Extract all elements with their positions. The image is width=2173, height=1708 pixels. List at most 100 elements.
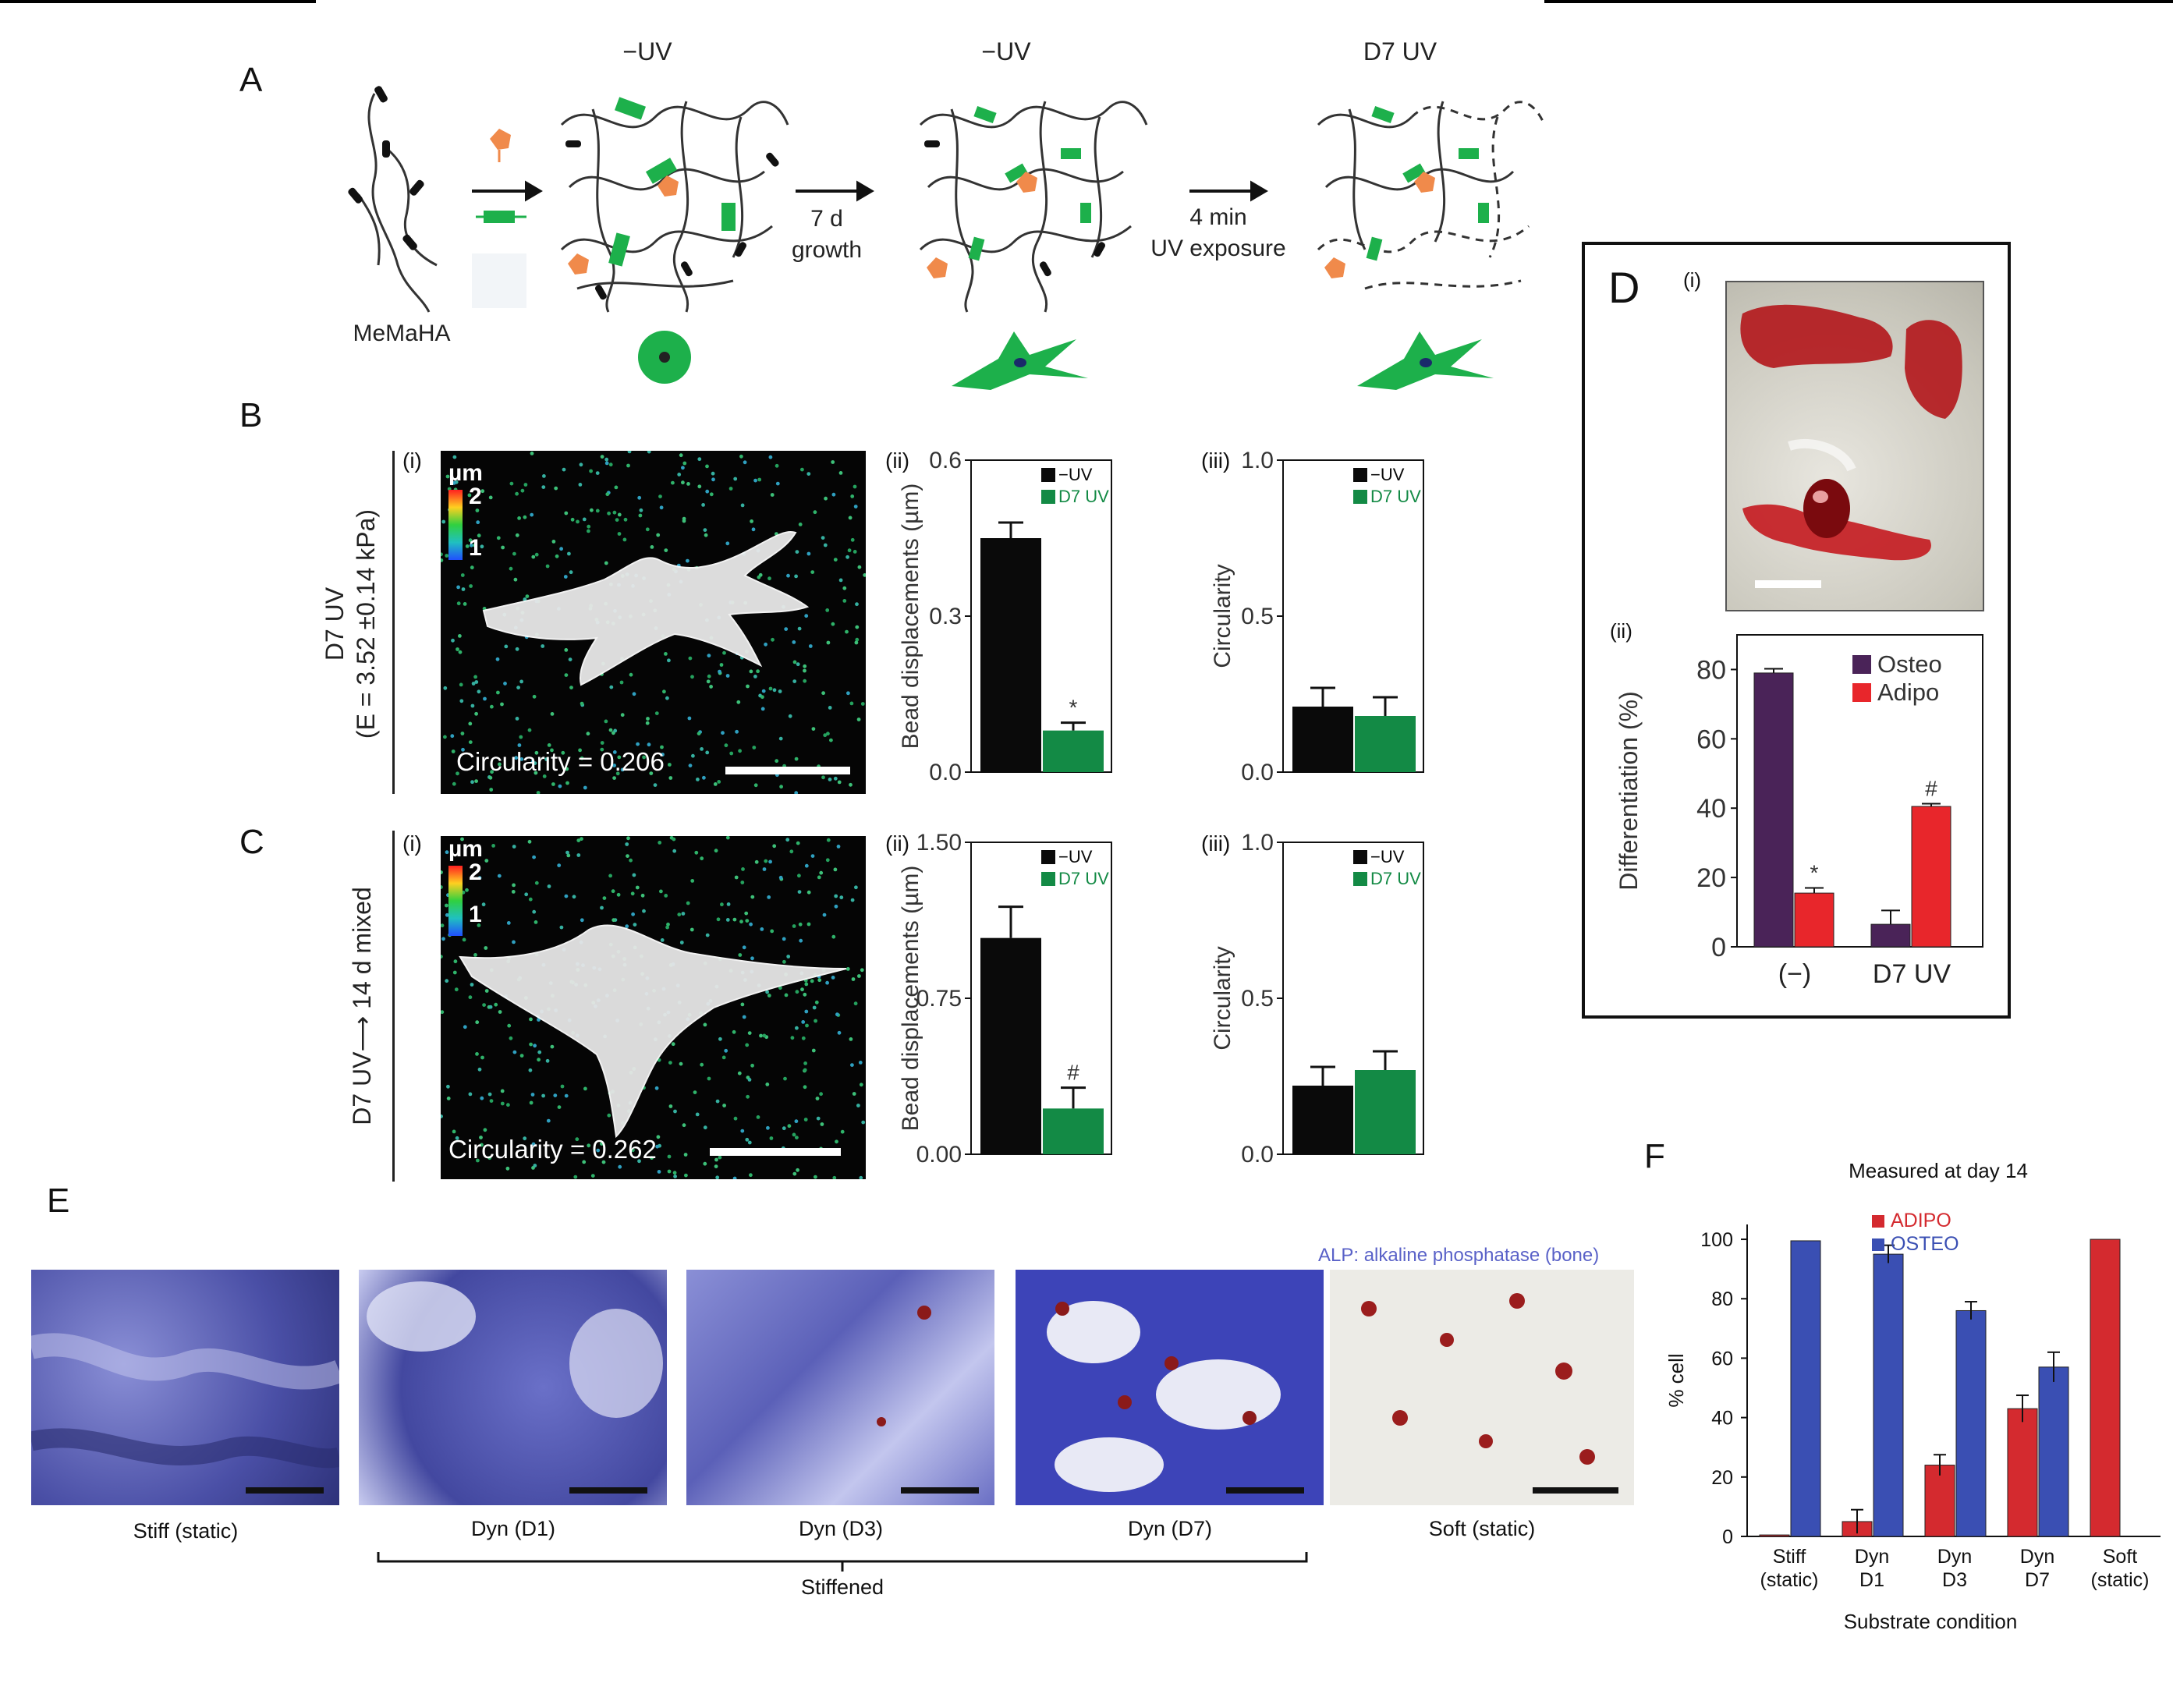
bead-dot	[679, 1061, 683, 1066]
bead-dot	[784, 627, 789, 631]
bead-dot	[661, 753, 665, 757]
bead-dot	[500, 1101, 505, 1106]
bead-dot	[530, 1093, 535, 1097]
bead-dot	[668, 776, 673, 780]
bead-dot	[750, 956, 754, 961]
bead-dot	[740, 881, 745, 884]
bead-dot	[570, 517, 575, 522]
bead-dot	[608, 873, 612, 878]
significance-marker: #	[1067, 1061, 1079, 1085]
bar-no-uv	[1292, 1086, 1353, 1154]
bead-dot	[537, 1058, 541, 1062]
y-tick-label: 0.0	[1241, 1142, 1274, 1168]
bead-dot	[504, 644, 509, 649]
bead-dot	[700, 747, 704, 751]
bead-dot	[452, 1129, 456, 1134]
bead-dot	[576, 853, 581, 857]
bead-dot	[718, 669, 721, 674]
bead-dot	[546, 1118, 551, 1123]
bead-dot	[739, 920, 743, 924]
bead-dot	[672, 837, 676, 842]
bead-dot	[550, 1044, 555, 1049]
bead-dot	[541, 644, 545, 648]
bead-dot	[799, 938, 803, 943]
bead-dot	[654, 1086, 659, 1090]
bead-dot	[604, 561, 608, 565]
bead-dot	[637, 495, 642, 500]
y-tick-label: 80	[1711, 1288, 1733, 1310]
bead-dot	[803, 1061, 807, 1065]
bead-dot	[765, 1083, 770, 1086]
bead-dot	[703, 1125, 707, 1130]
bead-dot	[450, 734, 455, 739]
bead-dot	[707, 1076, 711, 1081]
bead-dot	[619, 680, 624, 685]
bead-dot	[445, 474, 450, 479]
header-no-uv-2: −UV	[981, 37, 1031, 66]
e-caption-soft: Soft (static)	[1428, 1517, 1536, 1540]
bead-dot	[860, 968, 864, 973]
panel-c-side-title: D7 UV⟶ 14 d mixed	[348, 887, 376, 1125]
legend-swatch	[1872, 1238, 1884, 1251]
bead-dot	[664, 894, 668, 898]
bead-dot	[819, 870, 824, 875]
bead-dot	[660, 938, 665, 942]
bead-dot	[750, 519, 753, 523]
bead-dot	[458, 650, 463, 654]
bar-no-uv	[980, 937, 1041, 1154]
bead-dot	[456, 771, 459, 776]
bead-dot	[583, 1086, 587, 1091]
bead-dot	[792, 924, 796, 928]
bead-dot	[600, 1142, 604, 1146]
bead-dot	[474, 711, 478, 716]
bead-dot	[465, 888, 469, 892]
bead-dot	[817, 875, 821, 880]
bead-dot	[454, 987, 459, 992]
bead-dot	[804, 863, 809, 868]
legend-swatch	[1872, 1215, 1884, 1228]
chart-d-ii: 0 20 40 60 80 Differentiation (%) (−) D7 UV * # Os…	[1615, 634, 1983, 989]
bead-dot	[468, 1092, 473, 1097]
bead-dot	[469, 584, 473, 588]
bar-adipo	[1924, 1465, 1955, 1537]
bead-dot	[795, 550, 799, 554]
bead-dot	[679, 453, 683, 458]
c-scale-lo: 1	[469, 902, 482, 927]
bead-dot	[608, 728, 613, 732]
network-2	[919, 101, 1148, 313]
bead-dot	[798, 922, 803, 927]
bead-dot	[856, 718, 861, 721]
bar-d7-uv	[1043, 730, 1104, 772]
bead-dot	[725, 918, 730, 922]
bead-dot	[695, 1112, 700, 1117]
bead-dot	[512, 1050, 517, 1054]
bead-dot	[565, 781, 569, 785]
bead-dot	[530, 512, 534, 517]
memaha-label: MeMaHA	[353, 321, 450, 346]
bead-dot	[826, 838, 831, 842]
bead-dot	[557, 863, 562, 867]
bead-dot	[681, 480, 685, 485]
bead-dot	[618, 1164, 622, 1169]
bead-dot	[800, 987, 804, 992]
bead-dot	[459, 682, 463, 687]
bead-dot	[498, 1010, 502, 1014]
bead-dot	[509, 1036, 513, 1040]
bead-dot	[697, 732, 701, 735]
bead-dot	[722, 1104, 726, 1107]
panel-a-schematic: −UV −UV D7 UV MeMaHA 7 d growth 4 min UV…	[348, 37, 1546, 390]
chart-b-iii: 0.0 0.5 1.0 Circularity −UV D7 UV	[1210, 448, 1424, 785]
bead-dot	[627, 451, 632, 454]
bead-dot	[681, 912, 686, 916]
bead-dot	[831, 976, 835, 980]
panel-d-frame: D (i) (ii) 0 20 40 60 80 Differentiation (%) (…	[1582, 242, 2011, 1019]
bead-dot	[677, 473, 682, 477]
panel-label-f: F	[1644, 1137, 1665, 1175]
bead-dot	[792, 640, 796, 644]
bead-dot	[441, 552, 443, 557]
bead-dot	[694, 850, 699, 855]
bead-dot	[545, 564, 550, 569]
bead-dot	[855, 602, 859, 607]
bead-dot	[732, 1029, 736, 1034]
bead-dot	[745, 919, 750, 923]
